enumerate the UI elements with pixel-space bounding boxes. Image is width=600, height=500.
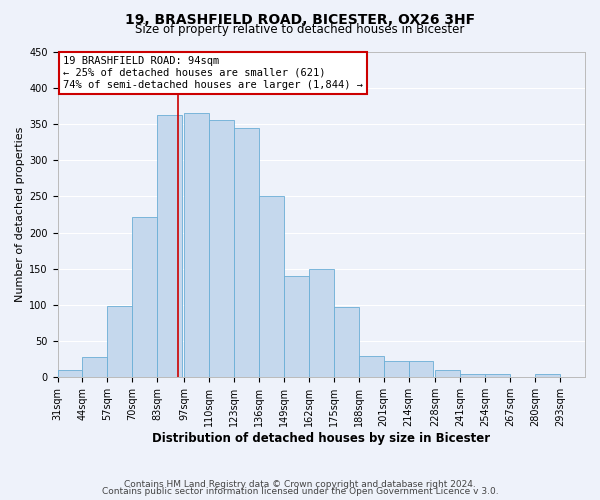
Bar <box>284 276 309 378</box>
Bar <box>383 362 409 378</box>
Bar <box>259 196 284 378</box>
Bar <box>234 128 259 378</box>
Bar <box>209 120 234 378</box>
Bar <box>436 370 460 378</box>
Bar <box>157 115 182 378</box>
Text: Size of property relative to detached houses in Bicester: Size of property relative to detached ho… <box>136 22 464 36</box>
X-axis label: Distribution of detached houses by size in Bicester: Distribution of detached houses by size … <box>152 432 490 445</box>
Bar <box>58 370 82 378</box>
Y-axis label: Number of detached properties: Number of detached properties <box>15 126 25 302</box>
Text: 19, BRASHFIELD ROAD, BICESTER, OX26 3HF: 19, BRASHFIELD ROAD, BICESTER, OX26 3HF <box>125 12 475 26</box>
Bar <box>334 307 359 378</box>
Bar <box>485 374 510 378</box>
Text: 19 BRASHFIELD ROAD: 94sqm
← 25% of detached houses are smaller (621)
74% of semi: 19 BRASHFIELD ROAD: 94sqm ← 25% of detac… <box>63 56 363 90</box>
Bar <box>133 216 157 378</box>
Text: Contains public sector information licensed under the Open Government Licence v : Contains public sector information licen… <box>101 488 499 496</box>
Bar <box>107 306 133 378</box>
Bar <box>535 374 560 378</box>
Bar <box>82 357 107 378</box>
Bar <box>309 268 334 378</box>
Bar <box>184 113 209 378</box>
Bar <box>359 356 383 378</box>
Text: Contains HM Land Registry data © Crown copyright and database right 2024.: Contains HM Land Registry data © Crown c… <box>124 480 476 489</box>
Bar <box>460 374 485 378</box>
Bar <box>409 360 433 378</box>
